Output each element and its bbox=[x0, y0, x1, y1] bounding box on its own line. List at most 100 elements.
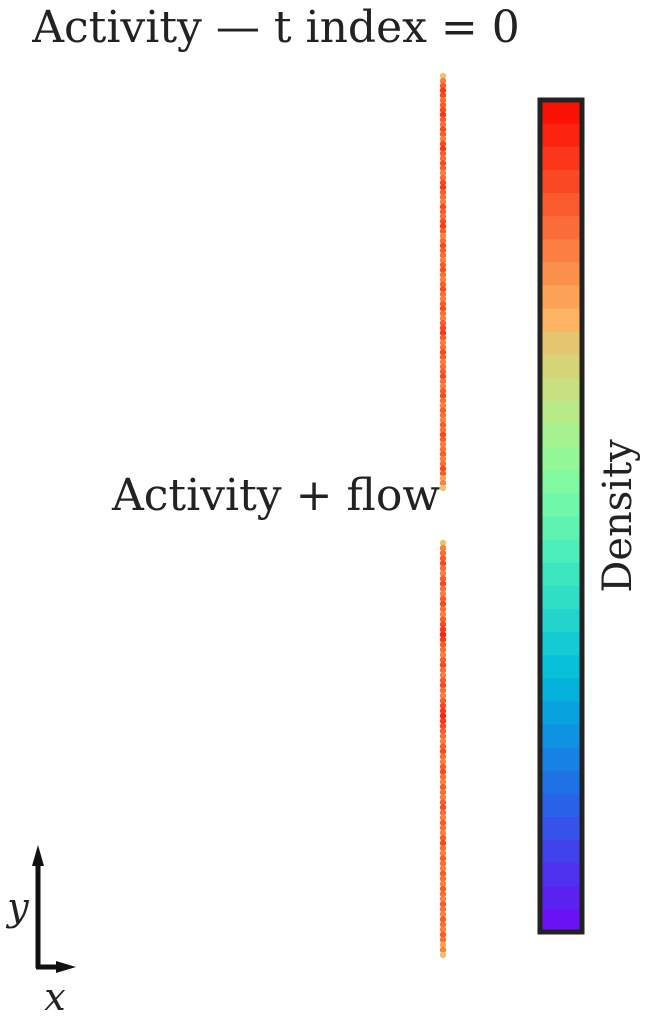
scatter-point bbox=[439, 329, 447, 337]
scatter-point bbox=[439, 290, 447, 298]
scatter-point bbox=[439, 121, 447, 128]
scatter-point bbox=[439, 931, 447, 938]
colorbar-frame bbox=[537, 97, 585, 935]
scatter-point bbox=[439, 213, 447, 220]
scatter-point bbox=[439, 722, 447, 730]
scatter-point bbox=[439, 890, 447, 898]
scatter-point bbox=[439, 460, 447, 467]
colorbar-step bbox=[540, 192, 582, 217]
scatter-point bbox=[439, 383, 447, 390]
scatter-point bbox=[439, 101, 447, 109]
scatter-point bbox=[439, 651, 447, 659]
scatter-point bbox=[439, 544, 447, 552]
scatter-point bbox=[439, 465, 447, 472]
colorbar-step bbox=[540, 908, 582, 933]
colorbar-step bbox=[540, 562, 582, 586]
scatter-point bbox=[439, 850, 447, 857]
scatter-point bbox=[439, 646, 447, 654]
scatter-point bbox=[439, 276, 447, 283]
scatter-point bbox=[439, 763, 447, 770]
scatter-point bbox=[439, 416, 447, 424]
colorbar-step bbox=[540, 677, 582, 702]
scatter-point bbox=[439, 305, 447, 312]
scatter-point bbox=[439, 155, 447, 162]
scatter-point bbox=[439, 656, 447, 664]
scatter-point bbox=[439, 687, 447, 694]
scatter-point bbox=[439, 237, 447, 244]
scatter-point bbox=[439, 743, 447, 750]
colorbar-step bbox=[540, 469, 582, 494]
colorbar-step bbox=[540, 400, 582, 425]
scatter-point bbox=[439, 145, 447, 152]
colorbar-step bbox=[540, 631, 582, 656]
scatter-point bbox=[439, 906, 447, 913]
colorbar-step bbox=[540, 747, 582, 771]
scatter-point bbox=[439, 378, 447, 385]
colorbar-step bbox=[540, 608, 582, 633]
scatter-point bbox=[439, 198, 447, 206]
scatter-point bbox=[439, 310, 447, 317]
scatter-point bbox=[439, 421, 447, 429]
scatter-point bbox=[439, 921, 447, 928]
x-axis-label: x bbox=[44, 975, 65, 1019]
scatter-point bbox=[439, 870, 447, 877]
scatter-point bbox=[439, 97, 447, 104]
scatter-point bbox=[439, 106, 447, 114]
scatter-point bbox=[439, 436, 447, 443]
scatter-point bbox=[439, 140, 447, 148]
axes-indicator: y x bbox=[5, 845, 76, 1019]
scatter-point bbox=[439, 256, 447, 264]
scatter-point bbox=[439, 184, 447, 191]
scatter-point bbox=[439, 611, 447, 618]
scatter-point bbox=[439, 164, 447, 172]
scatter-point bbox=[439, 697, 447, 704]
scatter-point bbox=[439, 189, 447, 196]
scatter-point bbox=[439, 271, 447, 278]
colorbar-step bbox=[540, 793, 582, 818]
scatter-point bbox=[439, 281, 447, 288]
scatter-point bbox=[439, 407, 447, 414]
scatter-point bbox=[439, 179, 447, 186]
scatter-point bbox=[439, 580, 447, 587]
scatter-point bbox=[439, 824, 447, 832]
scatter-point bbox=[439, 82, 447, 89]
scatter-point bbox=[439, 738, 447, 745]
scatter-point bbox=[439, 402, 447, 409]
scatter-point bbox=[439, 885, 447, 893]
scatter-point bbox=[439, 855, 447, 862]
scatter-point bbox=[439, 661, 447, 669]
scatter-point bbox=[439, 193, 447, 201]
scatter-point bbox=[439, 631, 447, 638]
colorbar-step bbox=[540, 516, 582, 540]
scatter-point bbox=[439, 733, 447, 740]
colorbar-step bbox=[540, 377, 582, 402]
scatter-point bbox=[439, 590, 447, 598]
scatter-point bbox=[439, 783, 447, 791]
scatter-point bbox=[439, 160, 447, 167]
scatter-point bbox=[439, 616, 447, 623]
scatter-point bbox=[439, 595, 447, 603]
colorbar-step bbox=[540, 492, 582, 517]
scatter-point bbox=[439, 936, 447, 943]
scatter-point bbox=[439, 320, 447, 327]
scatter-point bbox=[439, 778, 447, 786]
scatter-point bbox=[439, 900, 447, 908]
colorbar-step bbox=[540, 539, 582, 563]
scatter-point bbox=[439, 641, 447, 648]
colorbar bbox=[540, 100, 582, 933]
scatter-point bbox=[439, 600, 447, 608]
scatter-point bbox=[439, 717, 447, 725]
scatter-point bbox=[439, 392, 447, 400]
scatter-point bbox=[439, 252, 447, 259]
scatter-point bbox=[439, 208, 447, 215]
colorbar-step bbox=[540, 308, 582, 332]
scatter-point bbox=[439, 455, 447, 463]
panel-label: Activity + flow bbox=[111, 470, 440, 521]
colorbar-step bbox=[540, 238, 582, 263]
scatter-point bbox=[439, 169, 447, 177]
scatter-point bbox=[439, 702, 447, 709]
scatter-point bbox=[439, 880, 447, 887]
scatter-point bbox=[439, 789, 447, 796]
scatter-point bbox=[439, 363, 447, 371]
